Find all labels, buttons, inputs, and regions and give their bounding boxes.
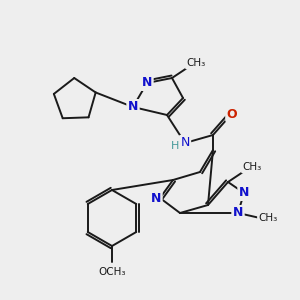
Text: N: N [142,76,152,89]
Text: O: O [227,107,237,121]
Text: N: N [233,206,243,220]
Text: OCH₃: OCH₃ [98,267,126,277]
Text: CH₃: CH₃ [258,213,278,223]
Text: N: N [151,191,161,205]
Text: CH₃: CH₃ [242,162,262,172]
Text: N: N [180,136,190,149]
Text: H: H [171,141,179,151]
Text: N: N [128,100,138,113]
Text: N: N [239,187,249,200]
Text: CH₃: CH₃ [186,58,206,68]
